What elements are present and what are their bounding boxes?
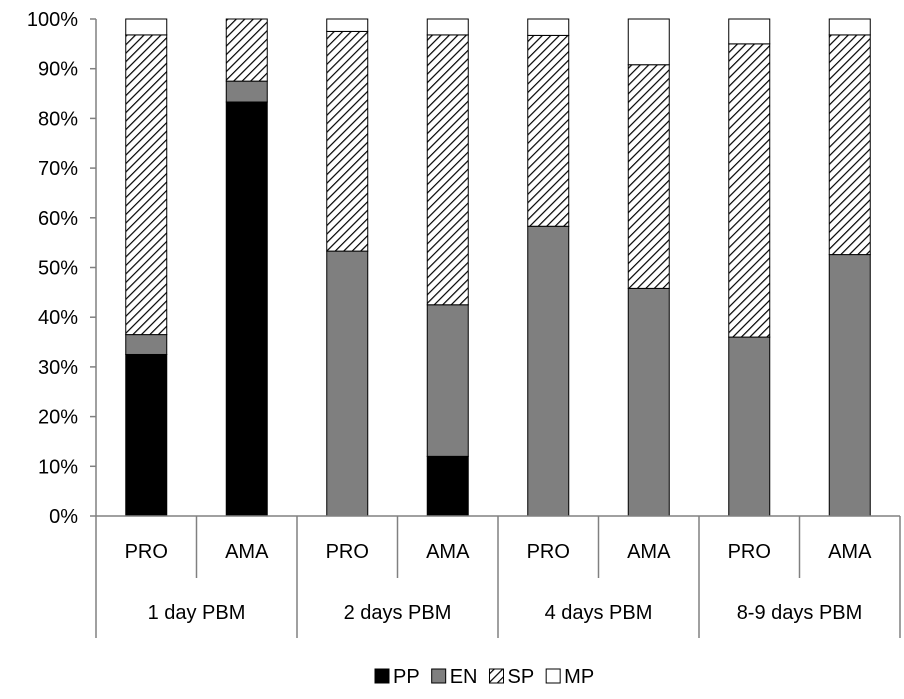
category-label: AMA xyxy=(426,541,470,563)
bar-segment-sp xyxy=(828,34,871,256)
bar-segment-pp xyxy=(225,101,268,517)
legend-label: PP xyxy=(393,666,420,688)
legend-item-pp: PP xyxy=(374,666,420,688)
legend-swatch xyxy=(488,668,504,684)
bar-stack-4 xyxy=(426,18,469,517)
legend-item-mp: MP xyxy=(545,666,594,688)
group-label: 4 days PBM xyxy=(545,602,653,624)
legend-swatch xyxy=(545,668,561,684)
bar-segment-sp xyxy=(527,34,570,227)
y-tick-label: 0% xyxy=(49,506,78,528)
bar-segment-en xyxy=(627,287,670,517)
bar-segment-mp xyxy=(326,18,369,32)
category-label: PRO xyxy=(527,541,570,563)
bar-segment-en xyxy=(828,254,871,517)
y-tick-label: 50% xyxy=(38,258,78,280)
y-axis: 0% 10% 20% 30% 40% 50% 60% 70% 80% 90% 100% xyxy=(27,9,97,528)
bar-segment-pp xyxy=(426,455,469,517)
y-tick-label: 90% xyxy=(38,59,78,81)
bar-stack-5 xyxy=(527,18,570,517)
bar-segment-mp xyxy=(527,18,570,36)
bar-segment-en xyxy=(125,334,168,355)
legend-item-sp: SP xyxy=(488,666,534,688)
bar-segment-sp xyxy=(225,18,268,82)
bar-segment-en xyxy=(225,80,268,103)
legend-swatch xyxy=(374,668,390,684)
legend: PP EN SP MP xyxy=(374,666,594,688)
legend-item-en: EN xyxy=(431,666,478,688)
bar-stack-1 xyxy=(125,18,168,517)
group-label: 2 days PBM xyxy=(344,602,452,624)
bar-segment-mp xyxy=(728,18,771,45)
y-tick-label: 10% xyxy=(38,456,78,478)
bar-stack-3 xyxy=(326,18,369,517)
legend-label: EN xyxy=(450,666,478,688)
category-label: PRO xyxy=(326,541,369,563)
category-label: PRO xyxy=(125,541,168,563)
y-tick-label: 100% xyxy=(27,9,78,31)
y-tick-label: 40% xyxy=(38,307,78,329)
y-tick-label: 30% xyxy=(38,357,78,379)
category-label: AMA xyxy=(225,541,269,563)
category-label: PRO xyxy=(728,541,771,563)
group-label: 8-9 days PBM xyxy=(737,602,863,624)
category-label: AMA xyxy=(627,541,671,563)
bar-segment-mp xyxy=(627,18,670,66)
bar-stack-7 xyxy=(728,18,771,517)
bar-stack-8 xyxy=(828,18,871,517)
bar-stack-6 xyxy=(627,18,670,517)
x-axis: PRO AMA PRO AMA PRO AMA PRO AMA 1 day PBM 2 days … xyxy=(95,515,901,638)
bar-segment-sp xyxy=(728,43,771,338)
y-tick-label: 60% xyxy=(38,208,78,230)
bar-stack-2 xyxy=(225,18,268,517)
bar-segment-pp xyxy=(125,353,168,517)
legend-label: SP xyxy=(507,666,534,688)
bar-segment-en xyxy=(426,304,469,457)
bar-segment-en xyxy=(527,225,570,517)
bar-segment-en xyxy=(326,250,369,517)
category-label: AMA xyxy=(828,541,872,563)
bars xyxy=(125,18,871,517)
y-tick-label: 20% xyxy=(38,407,78,429)
bar-segment-sp xyxy=(627,64,670,289)
bar-segment-mp xyxy=(426,18,469,36)
bar-segment-sp xyxy=(426,34,469,306)
bar-segment-sp xyxy=(326,30,369,252)
legend-label: MP xyxy=(564,666,594,688)
bar-segment-mp xyxy=(125,18,168,36)
bar-segment-en xyxy=(728,336,771,517)
y-tick-label: 70% xyxy=(38,158,78,180)
bar-segment-mp xyxy=(828,18,871,36)
y-tick-label: 80% xyxy=(38,108,78,130)
legend-swatch xyxy=(431,668,447,684)
bar-segment-sp xyxy=(125,34,168,336)
group-label: 1 day PBM xyxy=(148,602,246,624)
